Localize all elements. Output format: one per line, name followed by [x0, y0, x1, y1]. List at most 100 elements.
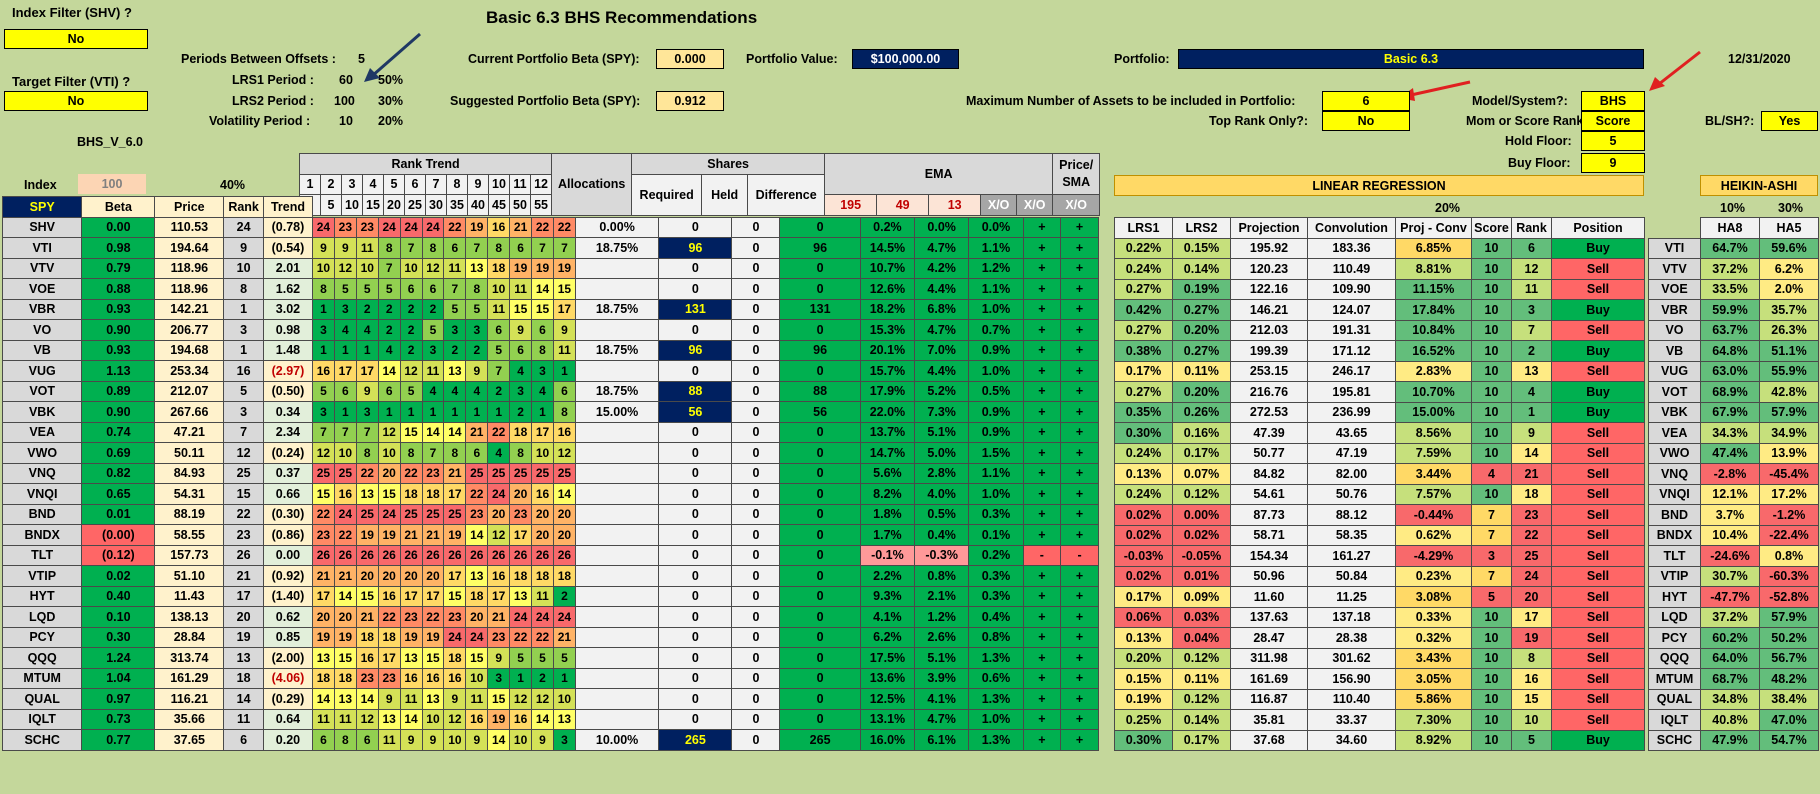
- ha5-cell: -60.3%: [1759, 565, 1819, 587]
- buy-floor-value[interactable]: 9: [1581, 153, 1645, 173]
- lr-rank-cell: 20: [1511, 586, 1552, 608]
- projection-cell: 84.82: [1230, 463, 1308, 485]
- table-row: 0.24% 0.12% 54.61 50.76 7.57% 10 18 Sell: [1114, 483, 1645, 505]
- ema-xo-cell: +: [1022, 339, 1062, 361]
- portfolio-name[interactable]: Basic 6.3: [1178, 49, 1644, 69]
- rank-trend-cell: 18: [377, 626, 401, 648]
- ticker-cell: IQLT: [1, 708, 83, 730]
- required-shares-cell: 265: [658, 729, 733, 751]
- rank-trend-cell: 6: [355, 729, 379, 751]
- trend-cell: 0.66: [262, 483, 313, 505]
- difference-header: Difference: [747, 173, 826, 216]
- rank-trend-cell: 6: [509, 237, 533, 259]
- rank-trend-cell: 14: [465, 524, 489, 546]
- ha8-cell: 64.0%: [1700, 647, 1760, 669]
- lrs1-cell: 0.30%: [1114, 729, 1173, 751]
- rank-trend-cell: 5: [531, 647, 554, 669]
- allocation-cell: [574, 708, 660, 730]
- hold-floor-value[interactable]: 5: [1581, 131, 1645, 151]
- rank-trend-cell: 6: [487, 319, 511, 341]
- table-row: VWO 47.4% 13.9%: [1648, 442, 1819, 464]
- price-sma-xo-cell: +: [1060, 319, 1099, 341]
- price-cell: 37.65: [154, 729, 225, 751]
- model-value[interactable]: BHS: [1581, 91, 1645, 111]
- vol-pct: 20%: [378, 114, 404, 128]
- rank-trend-cell: 19: [355, 524, 379, 546]
- lrs1-cell: 0.35%: [1114, 401, 1173, 423]
- required-shares-cell: 0: [658, 216, 733, 238]
- ema-49-cell: 4.7%: [914, 319, 970, 341]
- proj-conv-cell: 3.43%: [1395, 647, 1472, 669]
- ema-13-cell: 1.3%: [968, 647, 1024, 669]
- score-cell: 7: [1471, 524, 1512, 546]
- pct40-header: 40%: [220, 178, 246, 192]
- target-filter-value[interactable]: No: [4, 91, 148, 111]
- ema-header: EMA: [824, 153, 1054, 195]
- proj-conv-cell: 10.84%: [1395, 319, 1472, 341]
- projection-cell: 58.71: [1230, 524, 1308, 546]
- ema-195-cell: 14.7%: [859, 442, 916, 464]
- price-cell: 253.34: [154, 360, 225, 382]
- max-assets-value[interactable]: 6: [1322, 91, 1410, 111]
- ticker-cell: VBR: [1, 298, 83, 320]
- blsh-value[interactable]: Yes: [1761, 111, 1818, 131]
- table-row: PCY 0.30 28.84 19 0.85 19 19 18 18 19 19 24 24 23 22 22…: [1, 626, 1099, 648]
- ha-ticker-cell: VTIP: [1648, 565, 1701, 587]
- allocation-cell: [574, 606, 660, 628]
- rank-trend-cell: 19: [311, 626, 335, 648]
- held-shares-cell: 0: [731, 544, 781, 566]
- rank-trend-cell: 14: [531, 708, 554, 730]
- difference-cell: 265: [779, 729, 861, 751]
- ha-ticker-cell: VUG: [1648, 360, 1701, 382]
- held-shares-cell: 0: [731, 524, 781, 546]
- rank-trend-cell: 22: [355, 462, 379, 484]
- top-rank-value[interactable]: No: [1322, 111, 1410, 131]
- rank-trend-period-number: 6: [404, 173, 426, 195]
- ticker-cell: VB: [1, 339, 83, 361]
- rank-trend-cell: 12: [399, 360, 423, 382]
- proj-conv-cell: 0.32%: [1395, 627, 1472, 649]
- price-sma-xo-cell: +: [1060, 565, 1099, 587]
- ha5-cell: 54.7%: [1759, 729, 1819, 751]
- index-filter-value[interactable]: No: [4, 29, 148, 49]
- blsh-label: BL/SH?:: [1705, 114, 1755, 128]
- rank-trend-cell: 14: [531, 278, 554, 300]
- ema-195-cell: 10.7%: [859, 257, 916, 279]
- lr-rank-cell: 23: [1511, 504, 1552, 526]
- convolution-cell: 50.84: [1307, 565, 1396, 587]
- rank-trend-cell: 9: [333, 237, 357, 259]
- ticker-cell: PCY: [1, 626, 83, 648]
- projection-cell: 87.73: [1230, 504, 1308, 526]
- ha5-cell: 57.9%: [1759, 606, 1819, 628]
- ema-xo-cell: +: [1022, 319, 1062, 341]
- ema-49-cell: 5.1%: [914, 647, 970, 669]
- position-cell: Sell: [1551, 627, 1645, 649]
- rank-trend-cell: 5: [421, 319, 445, 341]
- table-row: MTUM 68.7% 48.2%: [1648, 668, 1819, 690]
- rank-trend-cell: 4: [465, 380, 489, 402]
- ema-49-cell: 2.6%: [914, 626, 970, 648]
- rank-trend-cell: 2: [399, 298, 423, 320]
- rank-cell: 16: [223, 360, 264, 382]
- price-cell: 157.73: [154, 544, 225, 566]
- table-row: 0.35% 0.26% 272.53 236.99 15.00% 10 1 Buy: [1114, 401, 1645, 423]
- allocation-cell: 15.00%: [574, 401, 660, 423]
- ha-ticker-cell: MTUM: [1648, 668, 1701, 690]
- price-sma-xo-cell: +: [1060, 647, 1099, 669]
- lr-column-header: Rank: [1511, 217, 1552, 239]
- ha-ticker-cell: IQLT: [1648, 709, 1701, 731]
- proj-conv-cell: 7.57%: [1395, 483, 1472, 505]
- rank-trend-cell: 1: [465, 401, 489, 423]
- rank-trend-cell: 12: [443, 708, 467, 730]
- ha-column-header: HA5: [1759, 217, 1819, 239]
- lr-column-header: Proj - Conv: [1395, 217, 1472, 239]
- ha8-cell: 12.1%: [1700, 483, 1760, 505]
- held-shares-cell: 0: [731, 606, 781, 628]
- convolution-cell: 11.25: [1307, 586, 1396, 608]
- lrs1-cell: 0.02%: [1114, 524, 1173, 546]
- ha8-cell: 68.9%: [1700, 381, 1760, 403]
- mom-value[interactable]: Score: [1581, 111, 1645, 131]
- rank-trend-cell: 23: [421, 462, 445, 484]
- rank-trend-cell: 20: [552, 503, 576, 525]
- ha-ticker-cell: VTI: [1648, 237, 1701, 259]
